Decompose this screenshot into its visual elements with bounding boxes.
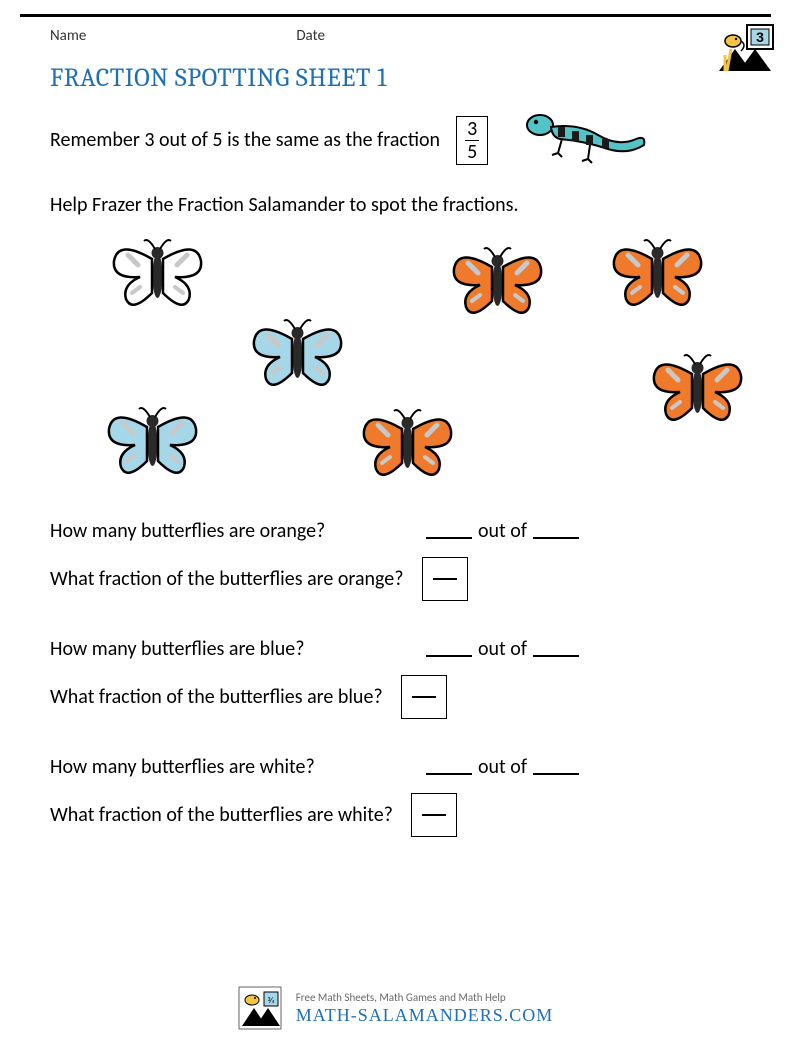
date-label: Date [296,27,325,45]
grade-number: 3 [756,29,764,45]
count-question-text: How many butterflies are white? [50,755,420,779]
worksheet-page: Name Date 3 FRACTION SPOTTING SHEET 1 Re… [20,14,771,837]
answer-blank[interactable] [533,759,579,775]
footer-logo-icon: ¾ [238,986,282,1030]
count-question-text: How many butterflies are blue? [50,637,420,661]
fraction-question-text: What fraction of the butterflies are whi… [50,803,393,827]
butterfly-orange-icon [650,350,745,437]
svg-text:¾: ¾ [267,996,274,1005]
fraction-numerator: 3 [465,119,479,141]
out-of-label: out of [478,637,527,661]
questions-container: How many butterflies are orange? out of … [50,519,741,837]
name-label: Name [50,27,86,45]
instruction-line: Help Frazer the Fraction Salamander to s… [50,193,741,217]
count-question-row: How many butterflies are blue? out of [50,637,741,661]
fraction-answer-box[interactable] [401,675,447,719]
question-block: How many butterflies are blue? out of Wh… [50,637,741,719]
fraction-question-text: What fraction of the butterflies are blu… [50,685,383,709]
fraction-question-row: What fraction of the butterflies are blu… [50,675,741,719]
question-block: How many butterflies are white? out of W… [50,755,741,837]
count-question-row: How many butterflies are white? out of [50,755,741,779]
header-row: Name Date [50,27,741,45]
salamander-icon [518,109,648,171]
footer-site: MATH-SALAMANDERS.COM [296,1005,554,1026]
example-fraction: 3 5 [456,116,488,165]
butterfly-orange-icon [360,405,455,492]
butterfly-orange-icon [610,235,705,322]
answer-blank[interactable] [426,759,472,775]
count-question-row: How many butterflies are orange? out of [50,519,741,543]
butterfly-blue-icon [250,315,345,402]
butterfly-blue-icon [105,403,200,490]
footer-text-block: Free Math Sheets, Math Games and Math He… [296,990,554,1026]
fraction-question-row: What fraction of the butterflies are ora… [50,557,741,601]
butterfly-area [50,235,741,495]
footer-tagline: Free Math Sheets, Math Games and Math He… [296,990,554,1005]
answer-blank[interactable] [426,641,472,657]
answer-blank[interactable] [533,641,579,657]
footer: ¾ Free Math Sheets, Math Games and Math … [0,986,791,1030]
fraction-answer-box[interactable] [411,793,457,837]
butterfly-white-icon [110,235,205,322]
intro-text-1: Remember 3 out of 5 is the same as the f… [50,128,440,152]
question-block: How many butterflies are orange? out of … [50,519,741,601]
count-question-text: How many butterflies are orange? [50,519,420,543]
answer-blank[interactable] [533,523,579,539]
answer-blank[interactable] [426,523,472,539]
butterfly-orange-icon [450,243,545,330]
out-of-label: out of [478,519,527,543]
intro-line-1: Remember 3 out of 5 is the same as the f… [50,109,741,171]
fraction-question-row: What fraction of the butterflies are whi… [50,793,741,837]
out-of-label: out of [478,755,527,779]
fraction-denominator: 5 [467,141,477,162]
fraction-answer-box[interactable] [422,557,468,601]
worksheet-title: FRACTION SPOTTING SHEET 1 [50,63,741,93]
grade-badge: 3 [717,23,777,75]
fraction-question-text: What fraction of the butterflies are ora… [50,567,404,591]
